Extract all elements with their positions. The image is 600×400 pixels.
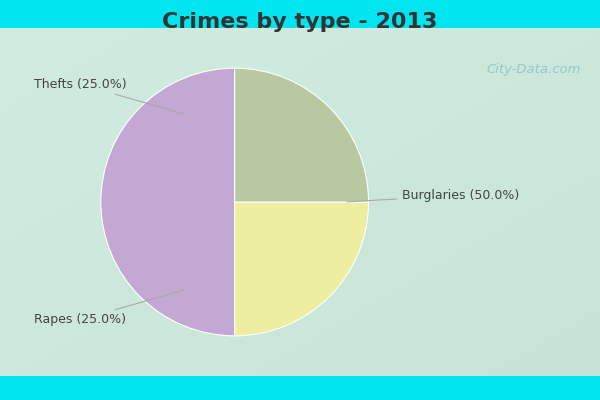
Text: City-Data.com: City-Data.com: [486, 64, 581, 76]
Text: Crimes by type - 2013: Crimes by type - 2013: [163, 12, 437, 32]
Text: Burglaries (50.0%): Burglaries (50.0%): [347, 189, 519, 202]
Wedge shape: [235, 68, 368, 202]
Text: Rapes (25.0%): Rapes (25.0%): [34, 290, 185, 326]
Wedge shape: [235, 202, 368, 336]
Wedge shape: [101, 68, 235, 336]
Text: Thefts (25.0%): Thefts (25.0%): [34, 78, 185, 114]
